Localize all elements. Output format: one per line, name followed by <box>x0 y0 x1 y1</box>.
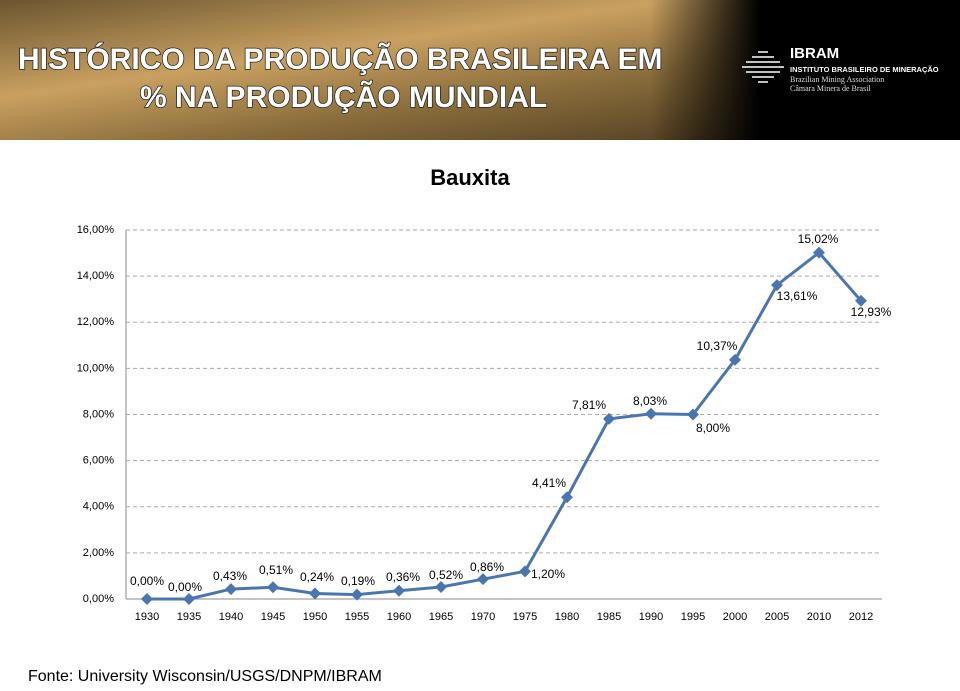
data-label: 0,86% <box>470 560 504 574</box>
data-label: 0,00% <box>130 574 164 588</box>
x-tick-label: 1985 <box>597 611 621 623</box>
data-label: 0,52% <box>429 568 463 582</box>
x-tick-label: 1980 <box>555 611 579 623</box>
data-point <box>267 581 279 594</box>
x-tick-label: 2012 <box>849 611 873 623</box>
data-point <box>855 294 867 307</box>
x-tick-label: 1945 <box>261 611 285 623</box>
data-point <box>813 246 825 259</box>
x-tick-label: 1965 <box>429 611 453 623</box>
data-label: 12,93% <box>851 305 892 319</box>
data-point <box>141 593 153 605</box>
data-label: 0,24% <box>300 570 334 584</box>
data-point <box>561 491 573 504</box>
header-title: % NA PRODUÇÃO MUNDIAL <box>140 80 547 114</box>
data-label: 0,19% <box>341 574 375 588</box>
data-point <box>393 584 405 597</box>
data-point <box>183 593 195 605</box>
x-tick-label: 1990 <box>639 611 663 623</box>
x-tick-label: 2005 <box>765 611 789 623</box>
data-point <box>771 279 783 292</box>
data-label: 13,61% <box>777 289 818 303</box>
y-tick-label: 0,00% <box>83 593 114 605</box>
data-label: 0,51% <box>259 563 293 577</box>
data-point <box>435 581 447 594</box>
header-fade <box>650 0 760 140</box>
chart-title: Bauxita <box>430 165 510 190</box>
y-tick-label: 2,00% <box>83 547 114 559</box>
data-label: 8,03% <box>633 394 667 408</box>
x-tick-label: 1935 <box>177 611 201 623</box>
logo-line: Brazilian Mining Association <box>790 75 884 84</box>
data-label: 0,43% <box>213 569 247 583</box>
logo-line: Câmara Minera de Brasil <box>790 84 871 93</box>
logo-name: IBRAM <box>790 45 839 62</box>
y-tick-label: 16,00% <box>77 224 115 236</box>
logo-line: INSTITUTO BRASILEIRO DE MINERAÇÃO <box>790 65 939 74</box>
y-tick-label: 10,00% <box>77 362 115 374</box>
data-point <box>687 408 699 421</box>
x-tick-label: 1975 <box>513 611 537 623</box>
y-tick-label: 8,00% <box>83 408 114 420</box>
y-tick-label: 12,00% <box>77 316 115 328</box>
data-label: 8,00% <box>696 421 730 435</box>
data-label: 1,20% <box>531 567 565 581</box>
data-point <box>225 583 237 596</box>
data-label: 0,36% <box>386 570 420 584</box>
data-label: 4,41% <box>532 476 566 490</box>
source-note: Fonte: University Wisconsin/USGS/DNPM/IB… <box>28 668 382 685</box>
x-tick-label: 1940 <box>219 611 243 623</box>
data-point <box>603 412 615 425</box>
data-point <box>351 588 363 601</box>
data-point <box>477 573 489 586</box>
data-point <box>519 565 531 578</box>
data-label: 0,00% <box>168 580 202 594</box>
data-label: 10,37% <box>697 339 738 353</box>
x-tick-label: 1995 <box>681 611 705 623</box>
y-tick-label: 4,00% <box>83 501 114 513</box>
x-tick-label: 1950 <box>303 611 327 623</box>
logo-background <box>760 0 960 140</box>
logo-icon <box>742 51 784 83</box>
data-line <box>147 250 863 601</box>
x-tick-label: 1970 <box>471 611 495 623</box>
y-tick-label: 14,00% <box>77 270 115 282</box>
data-label: 7,81% <box>572 398 606 412</box>
header-title: HISTÓRICO DA PRODUÇÃO BRASILEIRA EM <box>18 42 662 76</box>
data-point <box>729 353 741 366</box>
data-point <box>645 407 657 420</box>
y-tick-label: 6,00% <box>83 455 114 467</box>
x-tick-label: 1930 <box>135 611 159 623</box>
x-tick-label: 1960 <box>387 611 411 623</box>
x-tick-label: 1955 <box>345 611 369 623</box>
x-tick-label: 2010 <box>807 611 831 623</box>
data-label: 15,02% <box>798 232 839 246</box>
x-tick-label: 2000 <box>723 611 747 623</box>
data-point <box>309 587 321 600</box>
